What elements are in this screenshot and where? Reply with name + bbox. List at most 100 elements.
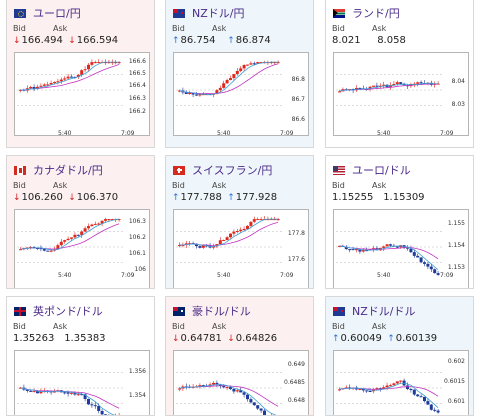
price-chart[interactable]: 86.8 86.7 86.6 5:40 7:09 (173, 52, 309, 136)
candle (97, 62, 100, 63)
candle (389, 244, 392, 245)
price-chart[interactable]: 0.602 0.6015 0.601 (333, 350, 469, 416)
candle (226, 80, 229, 83)
pair-title[interactable]: ランド/円 (352, 5, 400, 21)
y-tick: 106.2 (129, 234, 146, 241)
y-tick: 1.354 (129, 392, 146, 399)
bid-value: 1.15255 (332, 192, 373, 203)
y-tick: 177.6 (288, 256, 305, 263)
candle (420, 257, 423, 262)
candle (430, 267, 433, 270)
candle (43, 84, 46, 85)
bid-value: 106.260 (22, 192, 63, 203)
down-arrow-icon: ↓ (13, 36, 21, 46)
candle (70, 237, 73, 238)
pair-title[interactable]: 豪ドル/ドル (192, 303, 251, 319)
x-tick: 7:09 (280, 272, 293, 279)
y-tick: 0.602 (448, 358, 465, 365)
candle (90, 404, 93, 405)
y-tick: 1.155 (448, 220, 465, 227)
candle (77, 235, 80, 236)
price-chart[interactable]: 0.649 0.6485 0.648 (173, 350, 309, 416)
y-tick: 0.648 (288, 397, 305, 404)
candle (60, 80, 63, 82)
y-tick: 166.3 (129, 95, 146, 102)
candle (420, 396, 423, 397)
bid-value: 177.788 (181, 192, 222, 203)
bid-value: 0.60049 (341, 333, 382, 344)
bid-value: 1.35263 (13, 333, 54, 344)
pair-title[interactable]: カナダドル/円 (33, 162, 103, 178)
candle (46, 84, 49, 85)
pair-title[interactable]: ユーロ/ドル (352, 162, 411, 178)
pair-title[interactable]: NZドル/ドル (352, 303, 415, 319)
candle (94, 405, 97, 406)
candle (73, 235, 76, 238)
candle (416, 256, 419, 258)
candle (392, 383, 395, 385)
down-arrow-icon: ↓ (13, 193, 21, 203)
ma-slow-line (21, 224, 120, 249)
bid-label: Bid (13, 24, 53, 33)
pair-title[interactable]: スイスフラン/円 (192, 162, 272, 178)
candle (389, 385, 392, 386)
candle (348, 249, 351, 250)
ask-label: Ask (372, 24, 412, 33)
price-chart[interactable]: 1.356 1.354 (14, 350, 150, 416)
candle (219, 240, 222, 244)
ask-value: 1.35383 (64, 333, 105, 344)
candle (67, 77, 70, 79)
y-tick: 0.649 (288, 361, 305, 368)
pair-title[interactable]: 英ポンド/ドル (33, 303, 103, 319)
price-chart[interactable]: 177.8 177.6 5:40 7:09 (173, 209, 309, 289)
candle (253, 219, 256, 222)
price-chart[interactable]: 166.6 166.5 166.4 166.3 166.2 5:40 7:09 (14, 52, 150, 136)
pair-title[interactable]: NZドル/円 (192, 5, 244, 21)
ask-label: Ask (372, 322, 412, 331)
y-tick: 86.7 (292, 96, 305, 103)
x-tick: 5:40 (58, 272, 71, 279)
price-chart[interactable]: 1.155 1.154 1.153 5:40 7:09 (333, 209, 469, 289)
candle (365, 390, 368, 391)
ma-slow-line (21, 64, 120, 90)
x-tick: 5:40 (217, 272, 230, 279)
candlestick-plot (174, 53, 308, 135)
candle (437, 411, 440, 413)
x-tick: 5:40 (58, 130, 71, 137)
y-tick: 8.04 (452, 78, 465, 85)
candle (239, 230, 242, 231)
y-tick: 106.3 (129, 218, 146, 225)
ask-label: Ask (372, 181, 412, 190)
ma-fast-line (180, 219, 279, 246)
price-chart[interactable]: 8.04 8.03 5:40 7:09 (333, 52, 469, 136)
down-arrow-icon: ↓ (68, 36, 76, 46)
x-tick: 7:09 (121, 272, 134, 279)
candle (236, 231, 239, 232)
candle (97, 406, 100, 411)
price-chart[interactable]: 106.3 106.2 106.1 106 5:40 7:09 (14, 209, 150, 289)
ask-value: 177.928 (236, 192, 277, 203)
y-tick: 106 (135, 266, 146, 273)
candle (413, 252, 416, 256)
y-tick: 0.6015 (444, 378, 465, 385)
candle (84, 228, 87, 231)
bid-label: Bid (13, 181, 53, 190)
candle (426, 264, 429, 267)
bid-label: Bid (332, 181, 372, 190)
candle (423, 397, 426, 401)
candle (222, 240, 225, 241)
bid-label: Bid (172, 181, 212, 190)
candle (406, 385, 409, 389)
candle (375, 86, 378, 87)
up-arrow-icon: ↑ (172, 193, 180, 203)
pair-title[interactable]: ユーロ/円 (33, 5, 81, 21)
